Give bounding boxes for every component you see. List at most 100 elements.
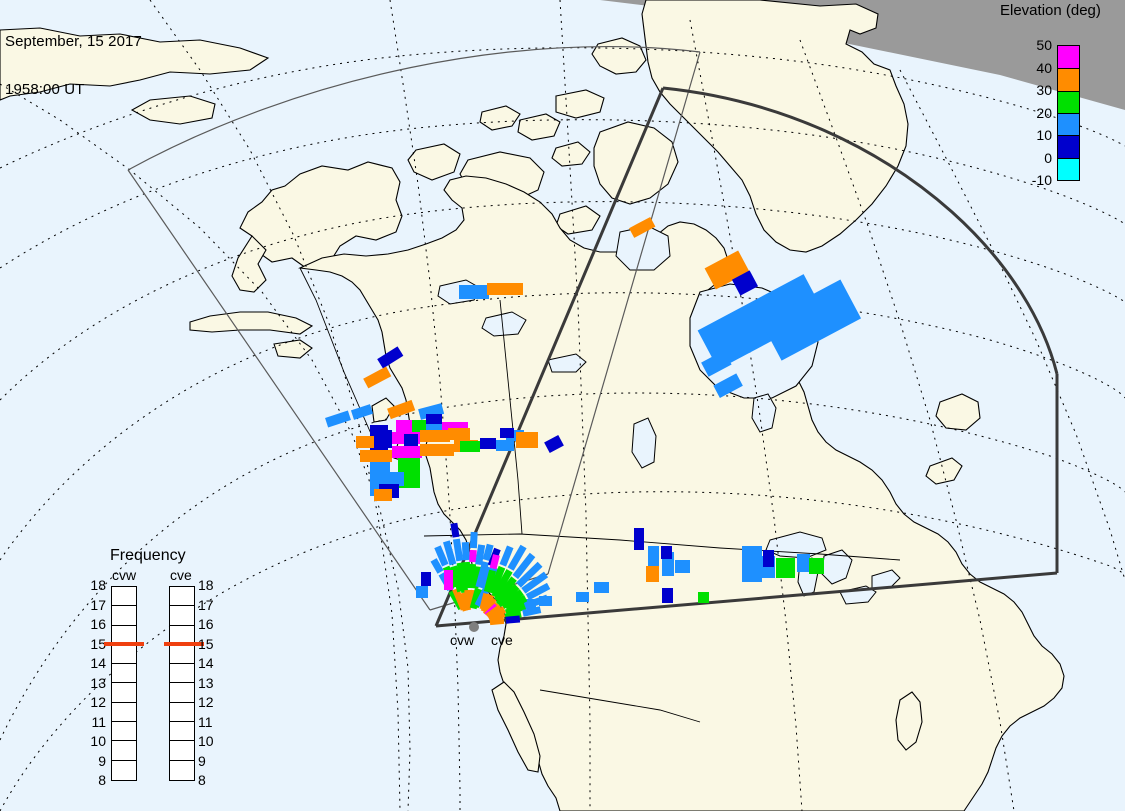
beam-segment	[491, 569, 513, 599]
elevation-tick: 0	[1044, 149, 1052, 166]
land-alaska-peninsula	[189, 311, 314, 335]
frequency-tick: 9	[98, 752, 106, 769]
graticule-meridian-3	[389, 0, 461, 811]
frequency-tick: 16	[90, 616, 106, 632]
frequency-scale-right: 18 17 16 15 14 13 12 11 10 9 8	[198, 577, 220, 792]
graticule-meridian-1	[0, 83, 411, 811]
frequency-column-label-cve: cve	[170, 567, 192, 583]
border-canada-prov-1	[499, 299, 523, 535]
beam-segment	[430, 558, 444, 574]
scatter-patch	[392, 446, 422, 458]
frequency-marker-cvw	[104, 642, 144, 646]
scatter-patch	[374, 489, 392, 501]
land-island-b	[551, 141, 591, 167]
scatter-patch	[809, 558, 824, 574]
beam-segment	[469, 531, 478, 549]
fov-thick-bottom-edge	[435, 571, 1058, 628]
beam-segment	[489, 616, 505, 626]
beam-segment	[489, 554, 500, 570]
frequency-tick: 15	[198, 635, 214, 652]
land-baja	[491, 681, 541, 773]
scatter-patch	[713, 373, 743, 398]
frequency-tick: 10	[90, 733, 106, 749]
frequency-segment	[112, 741, 136, 761]
land-newfoundland	[935, 393, 981, 431]
frequency-scale-left: 18 17 16 15 14 13 12 11 10 9 8	[84, 577, 106, 792]
frequency-segment	[112, 683, 136, 703]
land-island-e	[479, 105, 521, 131]
elevation-colorbar	[1057, 45, 1080, 181]
elevation-band	[1058, 90, 1079, 113]
land-alaska	[239, 161, 403, 269]
beam-segment	[505, 615, 521, 624]
elevation-tick: 50	[1036, 37, 1052, 53]
scatter-patch	[386, 472, 404, 486]
frequency-segment	[170, 741, 194, 761]
frequency-segment	[170, 606, 194, 626]
land-chukotka	[130, 95, 216, 125]
scatter-patch	[459, 285, 489, 299]
scatter-patch	[374, 430, 392, 448]
scatter-patch	[377, 346, 404, 369]
beam-segment	[450, 522, 460, 538]
beam-segment	[461, 541, 470, 561]
frequency-tick: 10	[198, 733, 214, 749]
fov-thin-outline	[127, 45, 701, 171]
scatter-patch	[325, 410, 351, 428]
radar-beam-fan	[430, 522, 551, 626]
frequency-tick: 15	[90, 635, 106, 652]
scatter-patch	[661, 546, 672, 559]
radar-site-label-cvw: cvw	[450, 632, 475, 648]
beam-segment	[469, 549, 477, 563]
scatter-patch	[506, 430, 524, 441]
scatter-patch	[404, 434, 418, 446]
scatter-patch	[426, 414, 442, 424]
frequency-tick: 11	[91, 713, 106, 730]
scatter-patch	[416, 586, 428, 598]
frequency-segment	[112, 664, 136, 684]
title-time: 1958:00 UT	[5, 81, 85, 98]
scatter-patch	[350, 404, 374, 420]
scatter-patch	[704, 250, 750, 290]
land-devon	[555, 89, 605, 119]
elevation-tick: 40	[1036, 59, 1052, 76]
scatter-patch	[675, 560, 690, 573]
beam-segment	[452, 538, 464, 562]
fov-thin-left-edge	[127, 169, 431, 611]
frequency-tick: 13	[90, 674, 106, 691]
scatter-patch	[363, 366, 392, 389]
frequency-segment	[112, 761, 136, 780]
scatter-patch	[629, 216, 656, 238]
landmasses	[0, 0, 1065, 811]
lake-athabasca	[547, 353, 587, 373]
frequency-segment	[170, 587, 194, 607]
scatter-patch	[776, 558, 795, 578]
scatter-patch	[760, 279, 862, 361]
lake-ontario	[871, 569, 901, 589]
scatter-patch	[420, 430, 450, 442]
scatter-patches	[325, 216, 862, 626]
border-us-mexico	[539, 689, 701, 723]
scatter-patch	[646, 566, 659, 582]
graticule-meridian-2	[149, 0, 401, 811]
border-us-canada-west	[423, 533, 901, 561]
beam-segment	[482, 543, 494, 561]
frequency-tick: 13	[198, 674, 214, 691]
elevation-legend-ticks: 50 40 30 20 10 0 -10	[998, 37, 1052, 195]
fov-thin-right-edge	[547, 51, 701, 575]
beam-segment	[522, 606, 542, 617]
frequency-tick: 18	[90, 577, 106, 593]
frequency-segment	[112, 606, 136, 626]
frequency-tick: 14	[90, 655, 106, 671]
scatter-patch	[420, 444, 454, 456]
scatter-patch	[698, 592, 709, 603]
beam-segment	[488, 565, 506, 595]
graticule-parallel-2	[0, 119, 1125, 269]
beam-segment	[475, 561, 489, 589]
frequency-segment	[170, 703, 194, 723]
scatter-patch	[797, 554, 810, 572]
frequency-tick: 8	[198, 772, 206, 788]
beam-segment	[512, 552, 536, 580]
scatter-patch	[662, 588, 673, 603]
beam-segment	[443, 540, 457, 566]
